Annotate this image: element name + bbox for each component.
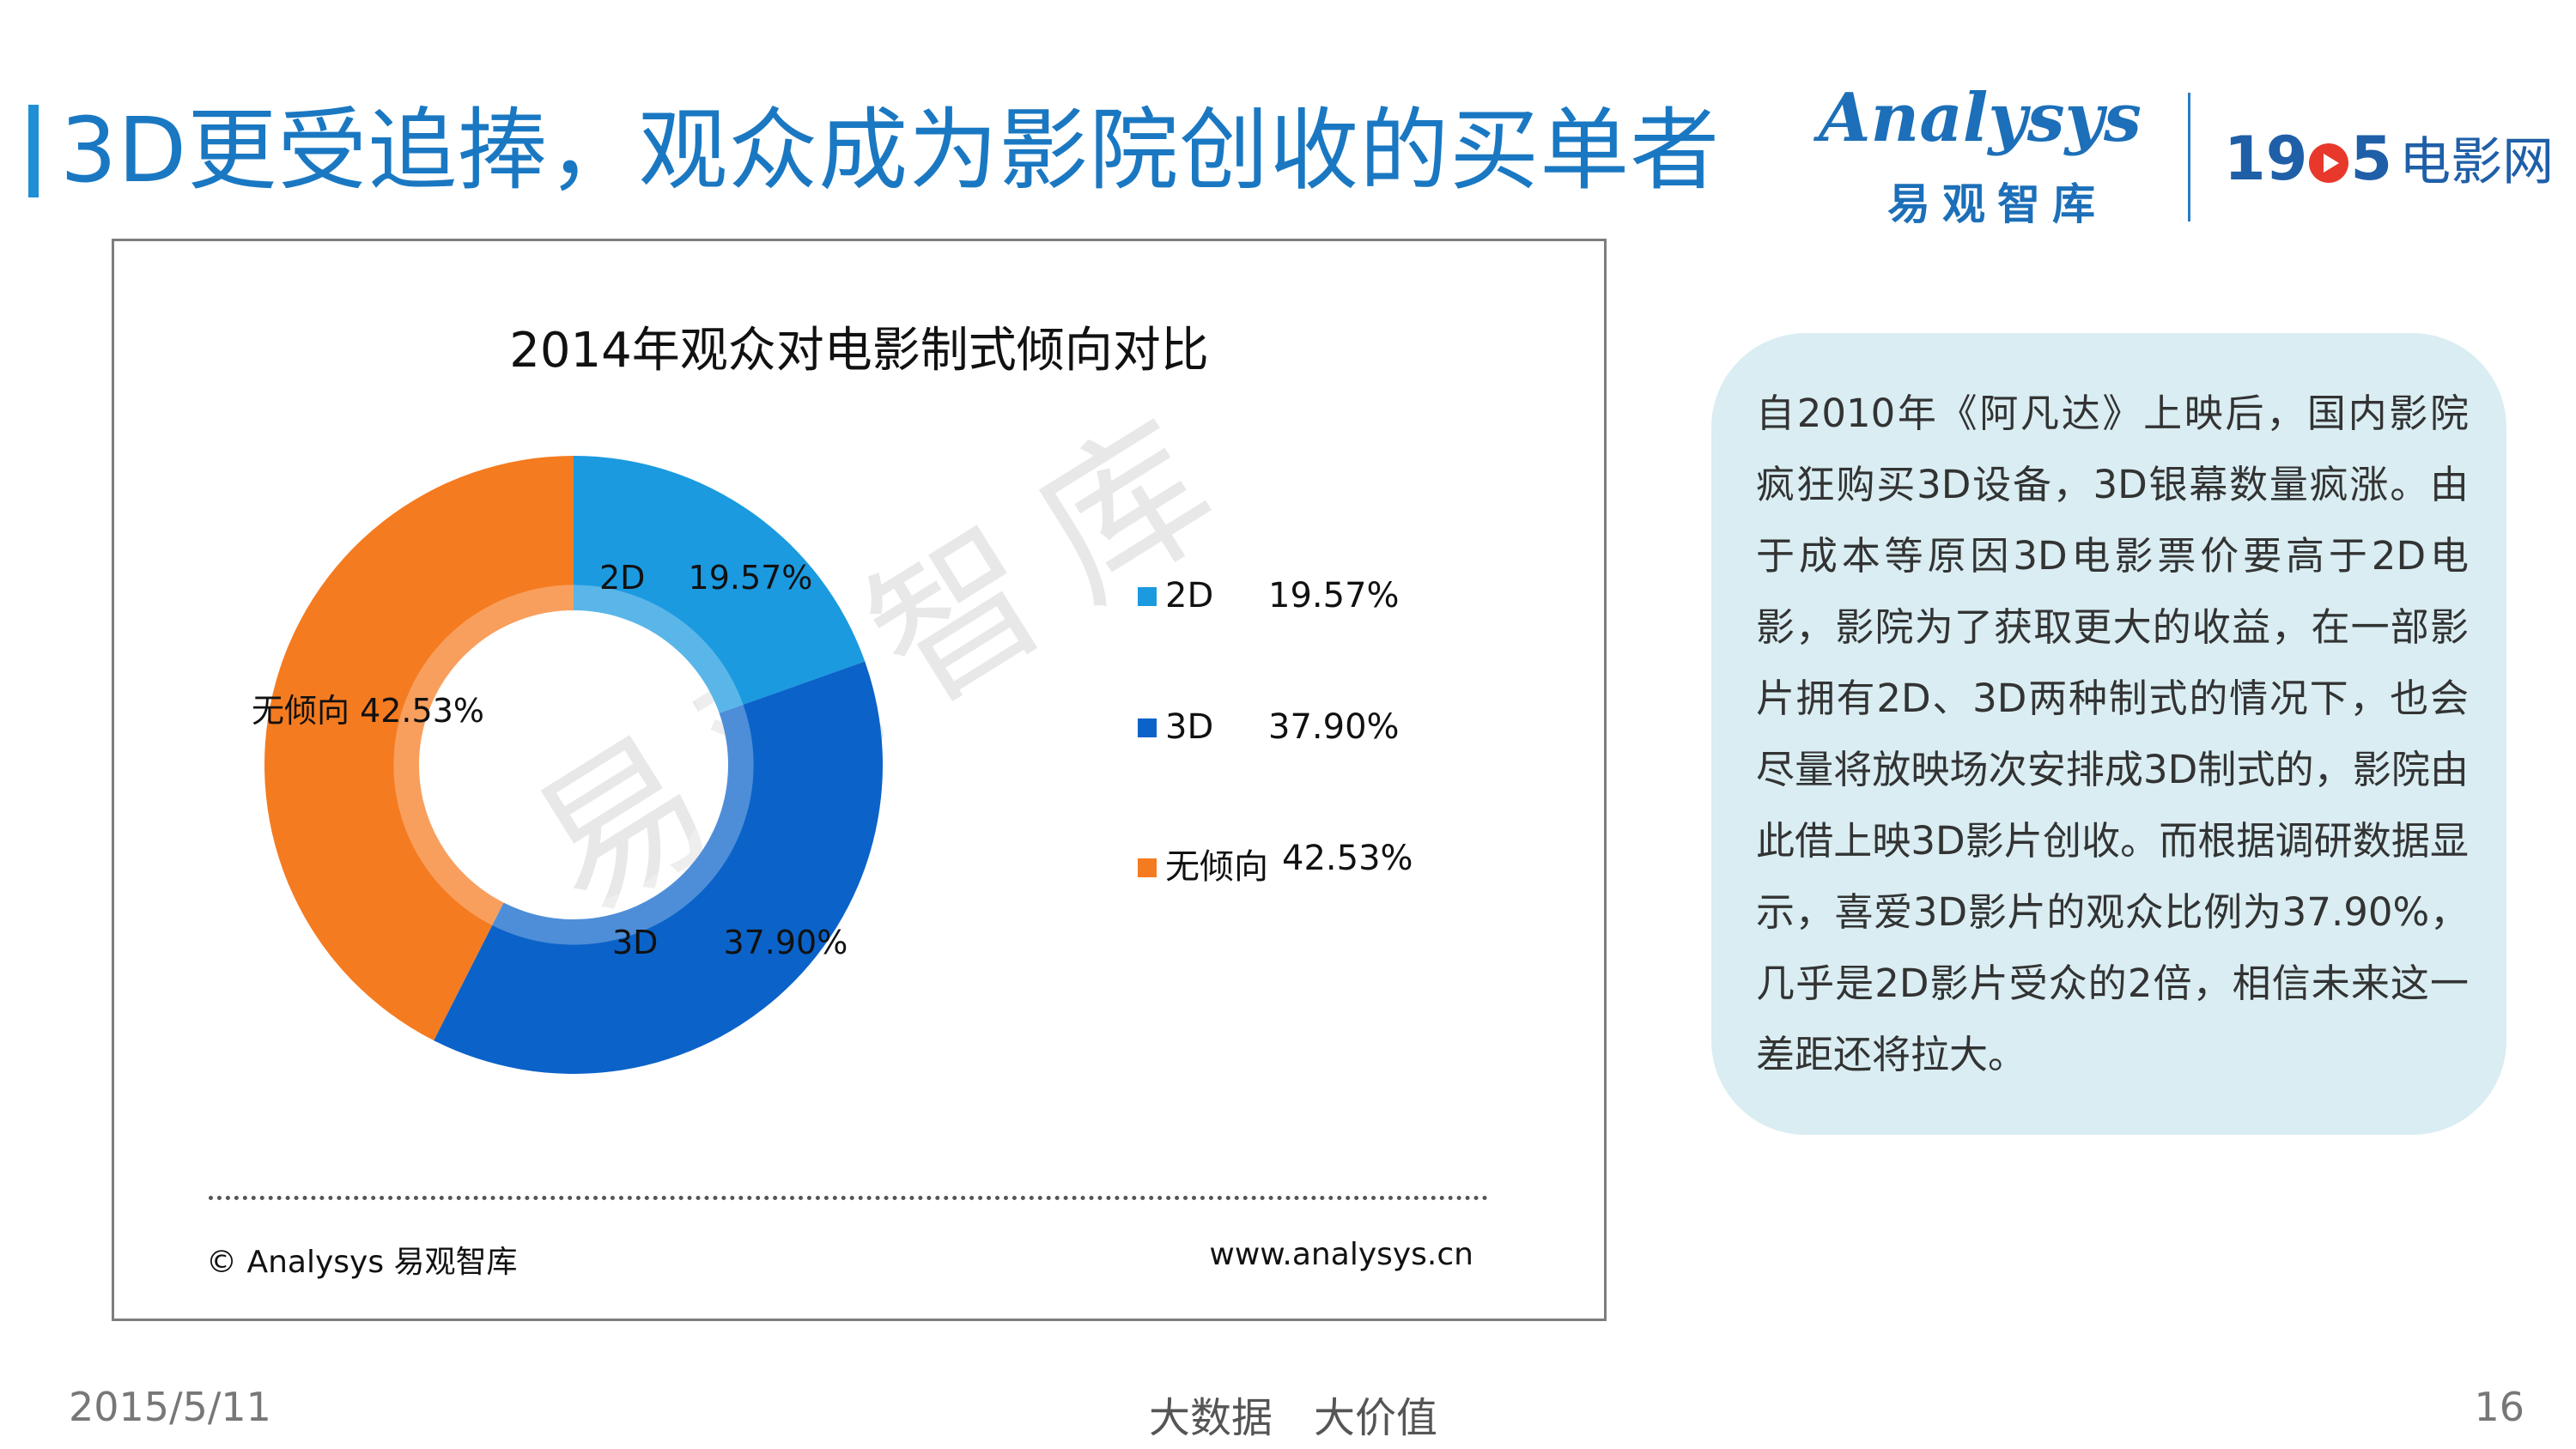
analysys-logo-sub: 易观智库 bbox=[1887, 179, 2107, 229]
chart-title: 2014年观众对电影制式倾向对比 bbox=[509, 323, 1209, 379]
page-number: 16 bbox=[2474, 1384, 2524, 1430]
legend-value: 42.53% bbox=[1282, 839, 1413, 878]
legend-swatch bbox=[1138, 718, 1157, 737]
legend-swatch bbox=[1138, 858, 1157, 877]
chart-website: www.analysys.cn bbox=[1209, 1237, 1473, 1272]
legend-label: 3D bbox=[1165, 707, 1214, 747]
legend-label: 2D bbox=[1165, 576, 1214, 615]
donut-slice-3d bbox=[434, 661, 883, 1074]
title-accent-bar bbox=[28, 105, 39, 197]
data-label-2d: 2D 19.57% bbox=[599, 559, 812, 597]
chart-copyright: © Analysys 易观智库 bbox=[206, 1245, 518, 1280]
legend-item-2d: 2D 19.57% bbox=[1138, 576, 1400, 615]
analysys-logo-brand: Analysys bbox=[1819, 79, 2142, 157]
donut-slice-none bbox=[264, 456, 574, 1041]
data-label-none: 无倾向 42.53% bbox=[252, 692, 484, 730]
note-text: 自2010年《阿凡达》上映后，国内影院疯狂购买3D设备，3D银幕数量疯涨。由于成… bbox=[1756, 391, 2469, 1077]
donut-slice-2d bbox=[574, 456, 866, 713]
donut-chart: 2D 19.57% 3D 37.90% 无倾向 42.53% bbox=[252, 456, 883, 1074]
chart-panel: 2014年观众对电影制式倾向对比 易观智库 2D 19.57% 3D 37.90%… bbox=[112, 239, 1607, 1321]
play-icon bbox=[2309, 143, 2349, 183]
legend-value: 37.90% bbox=[1268, 707, 1400, 747]
page-title: 3D更受追捧，观众成为影院创收的买单者 bbox=[60, 98, 1721, 203]
1905-logo-right: 5 bbox=[2350, 124, 2393, 194]
legend-item-none: 无倾向 42.53% bbox=[1138, 839, 1413, 888]
legend-value: 19.57% bbox=[1268, 576, 1400, 615]
1905-logo-cn: 电影网 bbox=[2399, 132, 2555, 192]
dotted-divider bbox=[209, 1196, 1488, 1200]
legend-label: 无倾向 bbox=[1165, 847, 1268, 887]
donut-inner-ring bbox=[393, 585, 754, 945]
logo-divider bbox=[2188, 93, 2190, 221]
1905-logo: 19 5 电影网 bbox=[2224, 120, 2554, 195]
legend-swatch bbox=[1138, 587, 1157, 606]
footer-date: 2015/5/11 bbox=[69, 1384, 271, 1430]
legend-item-3d: 3D 37.90% bbox=[1138, 707, 1400, 747]
data-label-3d: 3D 37.90% bbox=[612, 924, 848, 961]
footer-slogan: 大数据 大价值 bbox=[1149, 1394, 1438, 1442]
1905-logo-left: 19 bbox=[2224, 124, 2308, 194]
note-box: 自2010年《阿凡达》上映后，国内影院疯狂购买3D设备，3D银幕数量疯涨。由于成… bbox=[1711, 333, 2506, 1135]
analysys-logo: Analysys 易观智库 bbox=[1819, 79, 2179, 233]
